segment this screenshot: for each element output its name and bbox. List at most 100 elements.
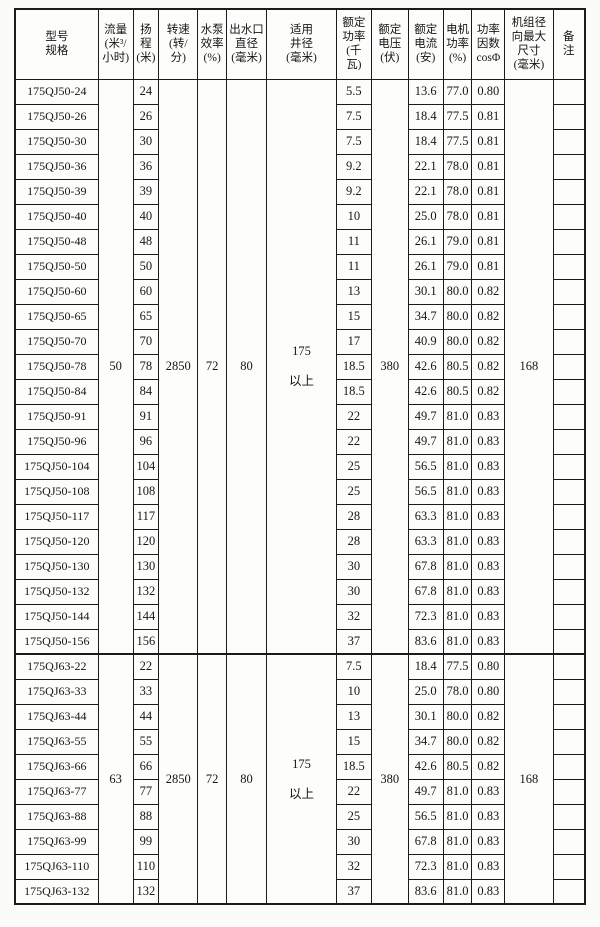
cell-head: 55 [132,728,160,755]
cell-power: 17 [335,328,372,355]
cell-head: 22 [132,653,160,680]
cell-motor-eff: 81.0 [442,553,473,580]
cell-current: 67.8 [407,553,444,580]
table-header: 型号 规格 流量 (米³/ 小时) 扬 程 (米) 转速 (转/ 分) 水泵 效… [14,8,586,80]
cell-motor-eff: 81.0 [442,803,473,830]
cell-power: 37 [335,628,372,655]
cell-dim: 168 [504,653,554,905]
cell-remark [552,653,586,680]
cell-model: 175QJ50-48 [14,228,99,255]
cell-remark [552,278,586,305]
table-row: 175QJ50-156 156 37 83.6 81.0 0.83 [14,628,586,655]
cell-speed: 2850 [158,653,199,905]
cell-head: 110 [132,853,160,880]
cell-power: 18.5 [335,353,372,380]
column-header-power: 额定 功率 (千 瓦) [335,8,372,80]
cell-power: 9.2 [335,153,372,180]
cell-cos: 0.83 [471,578,506,605]
cell-power: 37 [335,878,372,905]
cell-remark [552,178,586,205]
cell-power: 15 [335,303,372,330]
cell-head: 77 [132,778,160,805]
cell-remark [552,203,586,230]
cell-motor-eff: 81.0 [442,403,473,430]
table-row: 175QJ50-144 144 32 72.3 81.0 0.83 [14,603,586,630]
cell-voltage: 380 [370,653,409,905]
cell-model: 175QJ63-33 [14,678,99,705]
cell-head: 117 [132,503,160,530]
table-body: 175QJ50-24 50 24 2850 72 80 175 以上 5.5 380 13.6 77… [14,78,586,905]
table-row: 175QJ50-130 130 30 67.8 81.0 0.83 [14,553,586,580]
cell-motor-eff: 80.5 [442,753,473,780]
cell-current: 67.8 [407,828,444,855]
cell-remark [552,553,586,580]
cell-pump-eff: 72 [197,653,228,905]
column-header-head: 扬 程 (米) [132,8,160,80]
cell-cos: 0.80 [471,78,506,105]
cell-model: 175QJ63-66 [14,753,99,780]
cell-motor-eff: 80.0 [442,328,473,355]
cell-motor-eff: 79.0 [442,253,473,280]
cell-head: 40 [132,203,160,230]
cell-model: 175QJ50-91 [14,403,99,430]
cell-flow: 63 [97,653,134,905]
cell-head: 84 [132,378,160,405]
cell-model: 175QJ50-65 [14,303,99,330]
cell-motor-eff: 81.0 [442,528,473,555]
cell-remark [552,853,586,880]
cell-current: 26.1 [407,228,444,255]
cell-outlet: 80 [226,653,268,905]
cell-motor-eff: 80.0 [442,278,473,305]
cell-motor-eff: 81.0 [442,428,473,455]
cell-cos: 0.83 [471,453,506,480]
cell-power: 18.5 [335,753,372,780]
cell-well: 175 以上 [266,78,337,655]
cell-power: 13 [335,278,372,305]
cell-model: 175QJ63-22 [14,653,99,680]
table-row: 175QJ50-117 117 28 63.3 81.0 0.83 [14,503,586,530]
cell-motor-eff: 77.5 [442,103,473,130]
cell-head: 104 [132,453,160,480]
table-row: 175QJ50-78 78 18.5 42.6 80.5 0.82 [14,353,586,380]
cell-current: 40.9 [407,328,444,355]
table-row: 175QJ63-44 44 13 30.1 80.0 0.82 [14,703,586,730]
cell-remark [552,303,586,330]
cell-cos: 0.83 [471,553,506,580]
cell-power: 25 [335,803,372,830]
cell-model: 175QJ63-44 [14,703,99,730]
cell-model: 175QJ50-132 [14,578,99,605]
cell-model: 175QJ63-88 [14,803,99,830]
cell-cos: 0.83 [471,403,506,430]
cell-motor-eff: 80.0 [442,703,473,730]
cell-cos: 0.83 [471,428,506,455]
cell-current: 56.5 [407,478,444,505]
cell-cos: 0.83 [471,603,506,630]
cell-remark [552,478,586,505]
cell-model: 175QJ50-144 [14,603,99,630]
cell-remark [552,878,586,905]
column-header-remark: 备 注 [552,8,586,80]
column-header-current: 额定 电流 (安) [407,8,444,80]
cell-head: 70 [132,328,160,355]
cell-remark [552,153,586,180]
cell-power: 30 [335,553,372,580]
cell-power: 28 [335,528,372,555]
table-row: 175QJ63-110 110 32 72.3 81.0 0.83 [14,853,586,880]
cell-motor-eff: 81.0 [442,853,473,880]
cell-head: 144 [132,603,160,630]
column-header-well: 适用 井径 (毫米) [266,8,337,80]
cell-model: 175QJ50-50 [14,253,99,280]
cell-power: 30 [335,828,372,855]
cell-head: 48 [132,228,160,255]
cell-model: 175QJ63-99 [14,828,99,855]
cell-cos: 0.82 [471,703,506,730]
table-row: 175QJ50-36 36 9.2 22.1 78.0 0.81 [14,153,586,180]
cell-current: 83.6 [407,628,444,655]
cell-head: 36 [132,153,160,180]
cell-current: 49.7 [407,428,444,455]
cell-remark [552,78,586,105]
cell-motor-eff: 77.5 [442,128,473,155]
cell-current: 13.6 [407,78,444,105]
column-header-motor-eff: 电机 功率 (%) [442,8,473,80]
